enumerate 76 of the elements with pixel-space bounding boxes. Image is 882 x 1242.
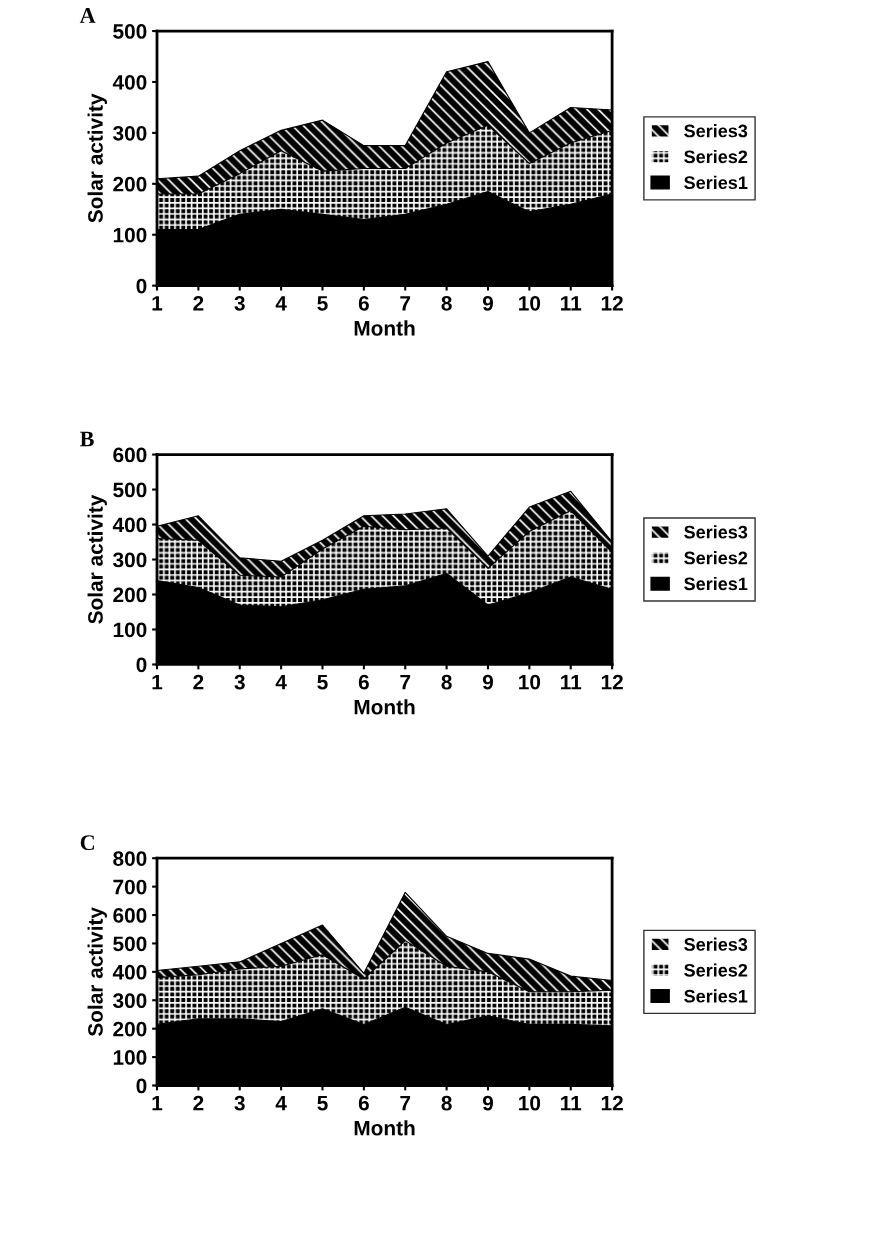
x-tick-label: 9 [482, 1095, 494, 1111]
chart-title: C [80, 835, 94, 851]
y-tick-label: 600 [113, 447, 147, 463]
y-tick-label: 400 [112, 517, 147, 533]
y-tick-label: 600 [113, 908, 147, 923]
legend-label: Series3 [684, 124, 748, 138]
y-tick-label: 100 [113, 622, 147, 638]
x-tick-label: 6 [358, 295, 369, 311]
y-tick-label: 300 [113, 552, 147, 568]
x-tick-label: 6 [358, 1095, 369, 1111]
x-tick-label: 2 [193, 1095, 204, 1111]
x-tick-label: 7 [400, 1096, 411, 1111]
x-tick-label: 8 [441, 295, 452, 311]
y-tick-label: 700 [113, 879, 147, 895]
x-tick-label: 11 [561, 1096, 582, 1111]
x-tick-label: 10 [519, 674, 541, 690]
y-tick-label: 400 [112, 964, 147, 980]
x-tick-label: 2 [193, 295, 204, 311]
legend-label: Series3 [684, 937, 748, 951]
x-tick-label: 8 [441, 1095, 452, 1111]
legend-label: Series2 [684, 963, 748, 977]
x-tick-label: 1 [152, 674, 163, 690]
x-tick-label: 7 [400, 674, 411, 690]
y-axis-title: Solar activity [87, 494, 107, 624]
x-tick-label: 1 [152, 296, 163, 311]
x-tick-label: 1 [152, 1096, 163, 1111]
legend-label: Series2 [684, 551, 748, 565]
x-tick-label: 2 [193, 674, 204, 690]
chart-title: B [80, 431, 94, 447]
x-tick-label: 12 [601, 674, 623, 690]
y-tick-label: 200 [113, 176, 147, 192]
y-tick-label: 0 [136, 657, 147, 673]
x-tick-label: 4 [275, 296, 287, 311]
y-tick-label: 100 [113, 227, 147, 243]
x-axis-title: Month [354, 320, 415, 336]
y-tick-label: 300 [113, 125, 147, 141]
x-tick-label: 5 [317, 1096, 328, 1111]
x-tick-label: 8 [441, 674, 452, 690]
chart-title: A [79, 8, 96, 23]
x-tick-label: 3 [234, 674, 245, 690]
x-tick-label: 3 [234, 295, 245, 311]
x-tick-label: 10 [519, 295, 541, 311]
x-tick-label: 11 [561, 296, 582, 311]
x-tick-label: 5 [317, 674, 328, 690]
y-tick-label: 800 [113, 851, 147, 866]
y-tick-label: 200 [113, 587, 147, 603]
y-tick-label: 500 [113, 482, 147, 498]
y-tick-label: 500 [113, 24, 147, 39]
x-tick-label: 5 [317, 296, 328, 311]
legend-label: Series2 [684, 149, 748, 164]
y-axis-title: Solar activity [87, 907, 107, 1037]
x-tick-label: 10 [519, 1095, 541, 1111]
y-tick-label: 0 [136, 278, 147, 294]
x-tick-label: 9 [482, 674, 494, 690]
legend-label: Series1 [684, 576, 748, 591]
legend-label: Series1 [684, 989, 748, 1003]
y-tick-label: 500 [113, 936, 147, 952]
y-tick-label: 0 [136, 1078, 147, 1094]
y-tick-label: 400 [112, 74, 147, 90]
x-axis-title: Month [354, 699, 415, 715]
x-tick-label: 4 [275, 674, 287, 690]
x-tick-label: 12 [601, 1095, 623, 1111]
x-tick-label: 9 [482, 295, 494, 311]
x-tick-label: 12 [601, 295, 623, 311]
y-axis-title: Solar activity [87, 93, 107, 223]
x-axis-title: Month [354, 1120, 415, 1136]
x-tick-label: 7 [400, 296, 411, 311]
legend-label: Series1 [684, 175, 748, 190]
x-tick-label: 3 [234, 1095, 245, 1111]
y-tick-label: 100 [113, 1050, 147, 1065]
x-tick-label: 4 [275, 1096, 287, 1111]
y-tick-label: 200 [113, 1021, 147, 1037]
y-tick-label: 300 [113, 993, 147, 1009]
x-tick-label: 6 [358, 674, 369, 690]
legend-label: Series3 [684, 525, 748, 539]
x-tick-label: 11 [561, 674, 582, 690]
